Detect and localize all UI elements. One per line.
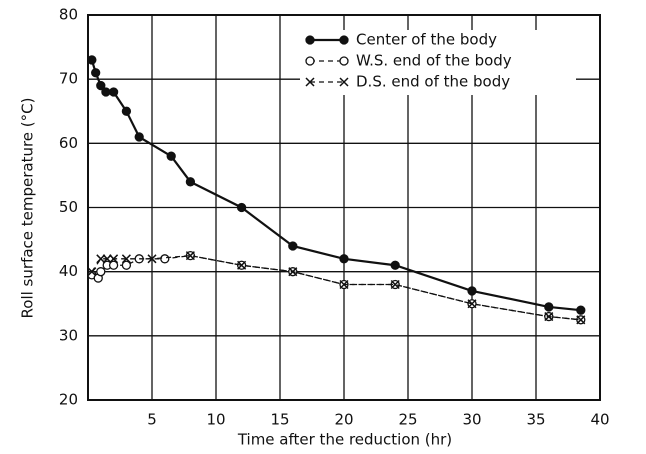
marker bbox=[121, 106, 132, 116]
x-tick-label: 40 bbox=[590, 411, 609, 429]
x-tick-label: 30 bbox=[462, 411, 481, 429]
legend-marker bbox=[305, 77, 315, 87]
marker bbox=[166, 151, 176, 161]
legend-label: D.S. end of the body bbox=[356, 73, 510, 91]
x-tick-label: 20 bbox=[334, 411, 353, 429]
legend-label: Center of the body bbox=[356, 31, 497, 49]
series-line bbox=[90, 59, 581, 312]
y-axis-label: Roll surface temperature (°C) bbox=[19, 98, 37, 319]
y-tick-label: 70 bbox=[59, 70, 78, 88]
marker bbox=[467, 299, 477, 309]
x-tick-label: 5 bbox=[147, 411, 157, 429]
marker bbox=[576, 305, 586, 315]
x-tick-label: 35 bbox=[526, 411, 545, 429]
y-tick-label: 60 bbox=[59, 134, 78, 152]
marker bbox=[91, 68, 101, 78]
marker bbox=[101, 87, 111, 97]
marker bbox=[288, 267, 298, 277]
legend-marker bbox=[339, 77, 349, 87]
marker bbox=[576, 315, 586, 325]
y-tick-label: 80 bbox=[59, 6, 78, 24]
marker bbox=[108, 260, 119, 270]
marker bbox=[102, 254, 112, 264]
marker bbox=[96, 80, 106, 91]
marker bbox=[96, 254, 106, 264]
marker bbox=[544, 302, 554, 312]
series-line bbox=[91, 254, 581, 321]
marker bbox=[390, 260, 400, 270]
marker bbox=[121, 260, 132, 270]
x-tick-label: 15 bbox=[270, 411, 289, 429]
y-tick-label: 30 bbox=[59, 326, 78, 344]
marker bbox=[467, 286, 477, 296]
y-tick-label: 40 bbox=[59, 262, 78, 280]
marker bbox=[109, 254, 119, 264]
marker bbox=[339, 279, 349, 290]
marker bbox=[236, 202, 247, 213]
marker bbox=[390, 279, 400, 290]
legend-marker bbox=[339, 56, 349, 66]
y-tick-label: 50 bbox=[59, 198, 78, 216]
marker bbox=[96, 267, 106, 277]
marker bbox=[237, 260, 247, 270]
marker bbox=[185, 251, 195, 261]
x-tick-label: 25 bbox=[398, 411, 417, 429]
x-axis-label: Time after the reduction (hr) bbox=[237, 431, 452, 449]
legend-marker bbox=[305, 35, 315, 45]
x-tick-label: 10 bbox=[206, 411, 225, 429]
marker bbox=[147, 254, 157, 264]
series-line bbox=[91, 254, 581, 321]
marker bbox=[108, 87, 119, 97]
marker bbox=[121, 254, 131, 264]
marker bbox=[87, 55, 97, 65]
marker bbox=[288, 241, 298, 251]
y-tick-label: 20 bbox=[59, 391, 78, 409]
marker bbox=[339, 254, 349, 264]
plot-frame bbox=[87, 14, 601, 401]
marker bbox=[87, 267, 97, 277]
marker bbox=[185, 177, 196, 187]
legend-marker bbox=[339, 35, 349, 45]
marker bbox=[134, 132, 144, 142]
marker bbox=[544, 312, 554, 322]
legend-marker bbox=[305, 56, 315, 66]
marker bbox=[160, 254, 170, 264]
legend-label: W.S. end of the body bbox=[356, 52, 512, 70]
